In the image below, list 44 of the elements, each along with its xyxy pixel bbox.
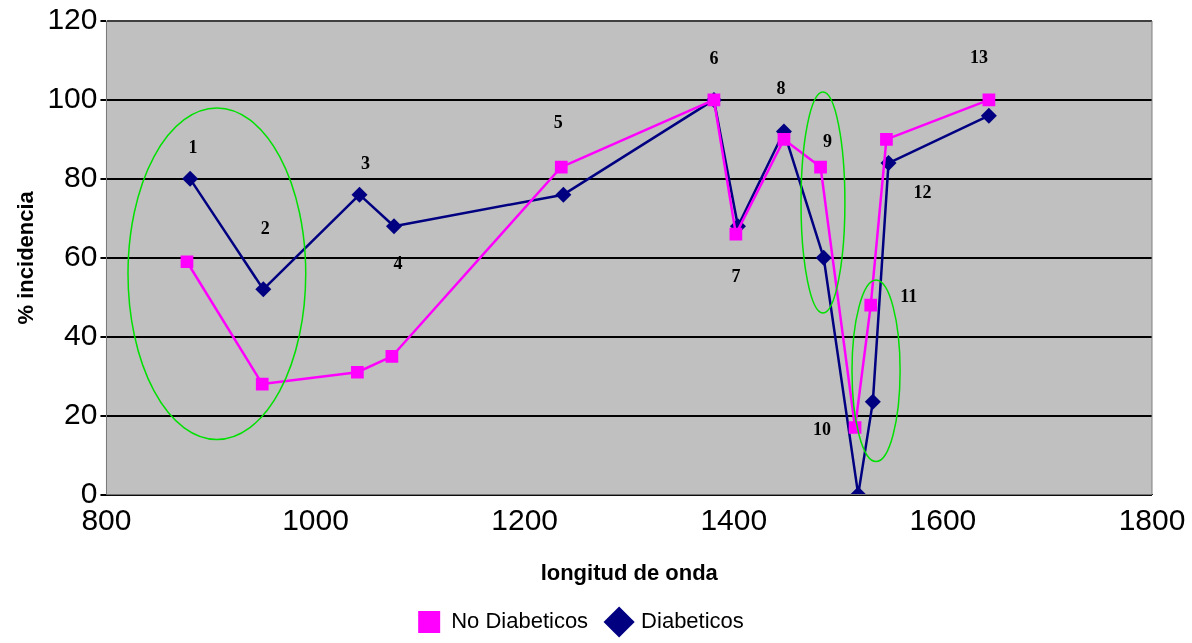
point: [385, 218, 402, 235]
annotation: 12: [913, 181, 932, 202]
point: [814, 160, 827, 174]
point: [554, 160, 568, 174]
annotation: 11: [900, 285, 918, 306]
x-tick-label: 1200: [491, 502, 559, 536]
point: [351, 186, 368, 203]
legend-label: No Diabeticos: [451, 608, 589, 634]
x-tick-label: 1000: [282, 502, 349, 536]
y-tick-label: 120: [47, 2, 98, 36]
legend-label: Diabeticos: [641, 608, 744, 634]
x-tick-label: 1400: [700, 502, 768, 536]
point: [255, 281, 272, 298]
y-tick-label: 100: [47, 81, 98, 115]
annotation: 5: [553, 111, 563, 132]
point: [385, 350, 399, 363]
point: [351, 365, 364, 379]
annotation: 7: [731, 265, 741, 286]
point: [555, 186, 572, 203]
point: [182, 170, 199, 187]
annotation: 10: [813, 419, 832, 440]
x-tick-label: 1600: [909, 502, 977, 536]
point: [864, 298, 878, 312]
point: [180, 255, 194, 269]
y-tick-label: 80: [64, 160, 98, 194]
annotation: 13: [969, 46, 988, 67]
x-axis-title: longitud de onda: [540, 559, 719, 585]
point: [880, 133, 893, 146]
annotation: 2: [260, 218, 270, 239]
y-tick-label: 60: [64, 239, 98, 273]
annotation: 9: [823, 130, 833, 151]
annotation: 6: [709, 47, 719, 68]
point: [864, 393, 881, 410]
point: [777, 133, 791, 146]
annotation: 3: [360, 153, 370, 174]
annotation: 8: [776, 78, 786, 99]
annotation: 1: [188, 136, 198, 157]
y-tick-label: 40: [64, 318, 98, 351]
point: [980, 107, 997, 124]
point: [255, 377, 269, 391]
x-tick-label: 1800: [1118, 502, 1186, 536]
point: [815, 249, 832, 266]
y-axis-title: % incidencia: [13, 190, 39, 325]
y-tick-label: 20: [64, 396, 98, 430]
